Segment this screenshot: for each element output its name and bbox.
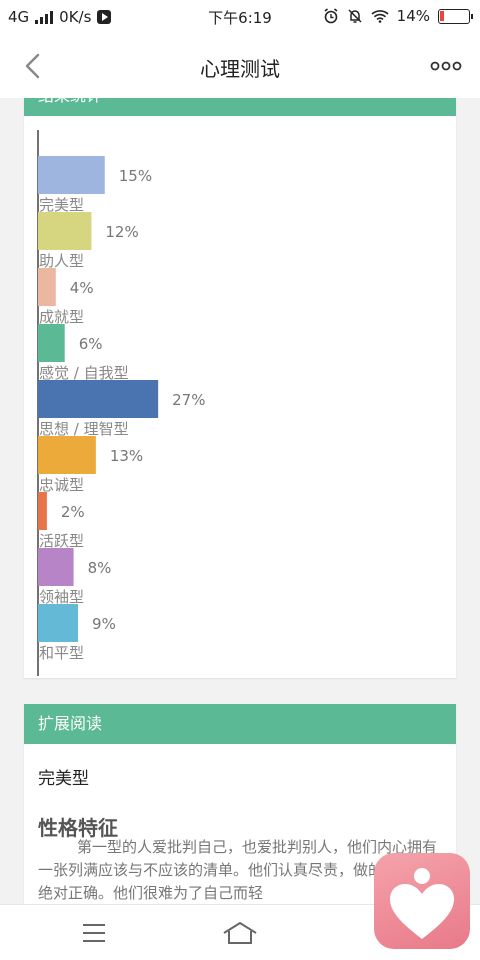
reading-body-text: 第一型的人爱批判自己，也爱批判别人，他们内心拥有一张列满应该与不应该的清单。他们… (38, 838, 444, 902)
chart-value-label: 4% (70, 279, 94, 297)
chart-value-label: 8% (88, 559, 112, 577)
chart-category-label: 领袖型 (39, 588, 84, 606)
page-title: 心理测试 (200, 57, 280, 81)
chart-value-label: 12% (105, 223, 138, 241)
chart-value-label: 9% (92, 615, 116, 633)
battery-percent: 14% (396, 7, 430, 25)
chart-bar (38, 324, 65, 362)
chart-category-label: 感觉 / 自我型 (39, 364, 129, 382)
chart-bar (38, 548, 74, 586)
nav-bar: 心理测试 (0, 34, 480, 98)
status-right: 14% (323, 7, 473, 25)
reading-card-header: 扩展阅读 (24, 704, 456, 744)
chart-bar (38, 268, 56, 306)
network-speed: 0K/s (59, 8, 92, 26)
home-icon[interactable] (222, 921, 258, 945)
chart-category-label: 助人型 (39, 252, 84, 270)
mute-bell-icon (348, 9, 362, 23)
chart-bar (38, 380, 159, 418)
chart-category-label: 活跃型 (39, 532, 84, 550)
reading-type-name: 完美型 (38, 769, 89, 789)
network-type: 4G (8, 8, 30, 26)
chart-bar (38, 156, 105, 194)
status-bar: 4G 0K/s 下午6:19 14% (0, 0, 480, 34)
chart-bar (38, 492, 47, 530)
chart-bar (38, 436, 96, 474)
result-stats-card: 结果统计 15% 完美型 12% 助人型 4% 成就型 6% 感觉 / 自我型 27% 思想 / … (24, 98, 456, 678)
chart-value-label: 2% (61, 503, 85, 521)
chart-bar (38, 604, 79, 642)
chart-category-label: 和平型 (39, 644, 84, 662)
chart-value-label: 13% (110, 447, 143, 465)
media-play-icon (97, 10, 112, 24)
chart-value-label: 27% (172, 391, 205, 409)
status-left: 4G 0K/s (8, 8, 112, 26)
chevron-left-icon[interactable] (20, 52, 48, 80)
alarm-icon (324, 8, 338, 24)
wifi-icon (371, 10, 389, 23)
heart-person-icon (390, 868, 454, 939)
floating-app-button[interactable] (374, 853, 470, 949)
chart-category-label: 忠诚型 (39, 476, 84, 494)
battery-icon (438, 8, 473, 24)
result-bar-chart: 15% 完美型 12% 助人型 4% 成就型 6% 感觉 / 自我型 27% 思想 / 理智型 13… (37, 130, 205, 676)
status-time: 下午6:19 (208, 9, 272, 27)
more-dots-icon[interactable] (430, 56, 462, 76)
menu-icon[interactable] (82, 923, 106, 943)
chart-category-label: 思想 / 理智型 (39, 420, 129, 438)
reading-heading: 性格特征 (38, 816, 118, 840)
chart-category-label: 完美型 (39, 196, 84, 214)
signal-icon (35, 10, 54, 24)
chart-category-label: 成就型 (39, 308, 84, 326)
chart-value-label: 15% (119, 167, 152, 185)
chart-bar (38, 212, 92, 250)
chart-value-label: 6% (79, 335, 103, 353)
result-card-header: 结果统计 (24, 98, 456, 116)
